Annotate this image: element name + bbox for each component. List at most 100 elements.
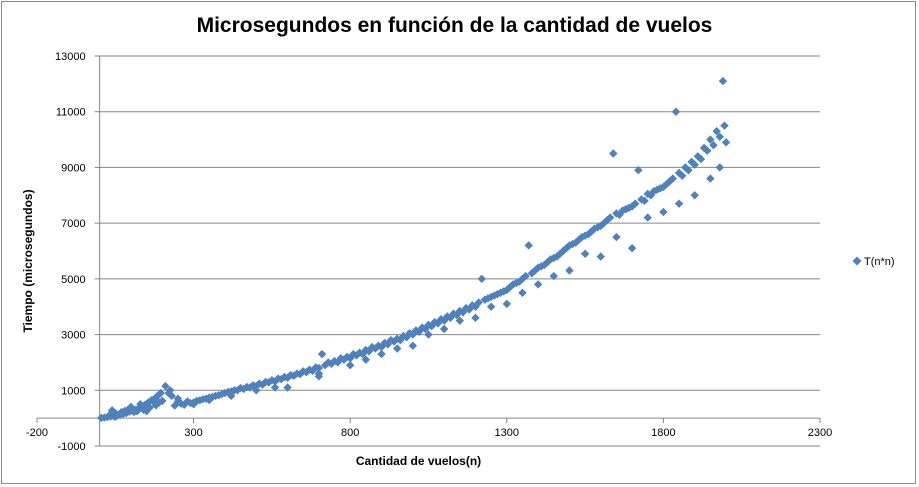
data-point xyxy=(690,160,699,169)
data-point xyxy=(706,174,715,183)
data-point xyxy=(631,199,640,208)
data-point xyxy=(280,372,289,382)
data-point xyxy=(111,412,120,421)
data-point xyxy=(405,328,414,338)
data-point xyxy=(117,407,126,417)
data-point xyxy=(336,354,346,363)
y-tick-label: 11000 xyxy=(56,107,86,119)
data-point xyxy=(518,288,527,297)
data-point xyxy=(634,166,643,175)
data-point xyxy=(571,238,580,247)
data-point xyxy=(189,400,198,409)
data-point xyxy=(392,334,402,343)
data-point xyxy=(605,213,615,222)
data-point xyxy=(292,369,302,378)
data-point xyxy=(377,349,386,359)
data-point xyxy=(424,320,433,330)
data-point xyxy=(618,206,627,215)
data-point xyxy=(430,317,439,327)
data-point xyxy=(659,207,668,217)
data-point xyxy=(267,376,277,385)
data-point xyxy=(587,227,596,236)
data-point xyxy=(690,191,699,200)
data-point xyxy=(158,396,167,406)
data-point xyxy=(330,356,339,366)
data-point xyxy=(252,386,261,395)
data-point xyxy=(136,400,145,409)
data-point xyxy=(205,395,214,405)
data-point xyxy=(311,363,320,372)
y-tick-label: 3000 xyxy=(61,330,85,342)
data-point xyxy=(142,402,151,411)
data-point xyxy=(299,367,308,376)
data-point xyxy=(662,179,671,189)
data-point xyxy=(718,76,728,86)
data-point xyxy=(543,257,552,267)
legend-label: T(n*n) xyxy=(864,256,895,268)
data-point xyxy=(546,255,555,264)
data-point xyxy=(712,127,721,136)
data-point xyxy=(173,397,183,406)
data-point xyxy=(129,407,139,417)
y-tick-label: -1000 xyxy=(57,441,85,453)
y-tick-label: 1000 xyxy=(61,385,85,397)
data-point xyxy=(637,195,646,204)
data-point xyxy=(687,157,696,167)
data-point xyxy=(699,143,709,153)
data-point xyxy=(443,312,452,321)
data-point xyxy=(142,406,151,416)
data-point xyxy=(392,344,402,353)
data-point xyxy=(518,274,527,284)
x-tick-label: 1300 xyxy=(495,427,519,439)
data-point xyxy=(602,216,612,225)
data-point xyxy=(609,149,618,158)
data-point xyxy=(568,239,577,249)
data-point xyxy=(537,262,546,271)
data-point xyxy=(180,400,189,409)
x-tick-label: 300 xyxy=(184,427,202,439)
x-tick-label: 2300 xyxy=(808,427,832,439)
data-point xyxy=(649,186,659,196)
data-point xyxy=(499,287,508,296)
data-point xyxy=(399,331,408,341)
tick-labels: -200 300 800 1300 1800 2300 -1000 1000 3000 5000 7… xyxy=(26,51,832,453)
data-point xyxy=(574,235,584,245)
data-point xyxy=(367,342,377,352)
data-point xyxy=(342,352,352,362)
data-point xyxy=(230,386,239,395)
data-point xyxy=(524,241,533,250)
data-point xyxy=(270,383,280,392)
data-point xyxy=(408,341,418,350)
data-point xyxy=(599,218,609,228)
x-tick-label: 800 xyxy=(341,427,359,439)
data-point xyxy=(148,396,158,406)
data-point xyxy=(349,349,358,359)
data-point xyxy=(703,146,712,155)
data-point xyxy=(486,302,496,311)
data-point xyxy=(198,395,208,404)
data-point xyxy=(123,405,133,414)
data-point xyxy=(530,266,540,275)
data-point xyxy=(436,315,446,324)
data-point xyxy=(640,196,649,206)
data-point xyxy=(565,241,574,250)
data-point xyxy=(217,389,226,399)
data-point xyxy=(643,189,652,199)
data-point xyxy=(593,223,602,232)
data-point xyxy=(493,289,502,299)
data-point xyxy=(721,138,731,147)
data-point xyxy=(715,132,724,141)
data-point xyxy=(255,379,264,388)
data-point xyxy=(684,166,693,175)
legend: T(n*n) xyxy=(852,256,895,268)
y-tick-label: 9000 xyxy=(61,162,85,174)
data-point xyxy=(317,349,327,359)
data-point xyxy=(283,383,292,392)
x-axis-title: Cantidad de vuelos(n) xyxy=(356,454,481,468)
data-point xyxy=(580,231,590,240)
data-point xyxy=(361,355,371,364)
data-point xyxy=(305,365,314,374)
data-point xyxy=(104,411,114,420)
data-point xyxy=(612,209,621,218)
